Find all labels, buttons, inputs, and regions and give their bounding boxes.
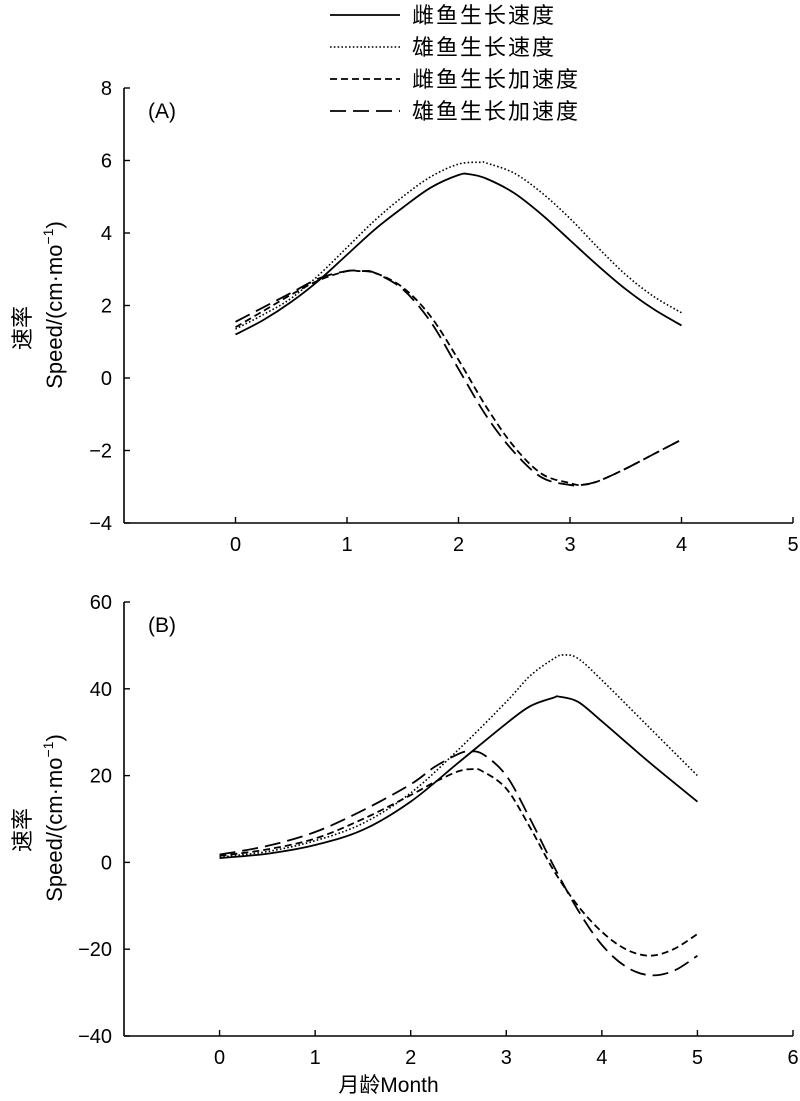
x-tick-label: 2 bbox=[453, 534, 464, 556]
panel-label: (A) bbox=[148, 100, 176, 123]
x-tick-label: 0 bbox=[214, 1047, 225, 1069]
x-tick-label: 5 bbox=[692, 1047, 703, 1069]
series-line-3 bbox=[219, 768, 698, 957]
x-tick-label: 4 bbox=[596, 1047, 607, 1069]
y-axis-label: 速率 Speed/(cm·mo−1) bbox=[10, 734, 67, 902]
series-line-4 bbox=[219, 750, 698, 977]
y-tick-label: 20 bbox=[90, 766, 112, 788]
y-tick-label: 40 bbox=[90, 679, 112, 701]
y-tick-label: 2 bbox=[101, 296, 112, 318]
x-tick-label: 1 bbox=[341, 534, 352, 556]
x-tick-label: 4 bbox=[676, 534, 687, 556]
legend-label: 雄鱼生长速度 bbox=[412, 35, 556, 60]
x-tick-label: 3 bbox=[564, 534, 575, 556]
y-tick-label: 4 bbox=[101, 223, 112, 245]
y-tick-label: 6 bbox=[101, 151, 112, 173]
y-tick-label: 0 bbox=[101, 852, 112, 874]
y-axis-label-cn: 速率 bbox=[10, 306, 35, 350]
y-tick-label: 8 bbox=[101, 78, 112, 100]
series-line-2 bbox=[235, 161, 682, 330]
panel-label: (B) bbox=[148, 614, 176, 637]
x-tick-label: 5 bbox=[787, 534, 798, 556]
y-axis-label: 速率 Speed/(cm·mo−1) bbox=[10, 221, 67, 389]
y-tick-label: 60 bbox=[90, 592, 112, 614]
series-line-2 bbox=[219, 654, 698, 858]
y-tick-label: 0 bbox=[101, 368, 112, 390]
x-axis-label: 月龄Month bbox=[338, 1074, 438, 1097]
y-tick-label: −40 bbox=[78, 1026, 112, 1048]
y-axis-label-en: Speed/(cm·mo−1) bbox=[40, 221, 67, 389]
y-axis-label-cn: 速率 bbox=[10, 808, 35, 852]
x-tick-label: 6 bbox=[787, 1047, 798, 1069]
x-tick-label: 3 bbox=[501, 1047, 512, 1069]
x-tick-label: 2 bbox=[405, 1047, 416, 1069]
series-line-1 bbox=[235, 172, 682, 336]
series-line-1 bbox=[219, 695, 698, 859]
panel-b: −40 −20 0 20 40 60 0 1 2 3 4 5 6 (B) 速率 Speed/(cm·mo−1)… bbox=[10, 592, 799, 1097]
legend-label: 雄鱼生长加速度 bbox=[412, 99, 580, 124]
legend-label: 雌鱼生长速度 bbox=[412, 3, 556, 28]
x-tick-label: 1 bbox=[310, 1047, 321, 1069]
series-line-3 bbox=[235, 269, 682, 486]
y-tick-label: −2 bbox=[89, 441, 112, 463]
y-axis-label-en: Speed/(cm·mo−1) bbox=[40, 734, 67, 902]
y-tick-label: −20 bbox=[78, 939, 112, 961]
legend-label: 雌鱼生长加速度 bbox=[412, 67, 580, 92]
panel-a: −4 −2 0 2 4 6 8 0 1 2 3 4 5 (A) 速率 Speed/(cm·mo−1) bbox=[10, 78, 799, 556]
y-tick-label: −4 bbox=[89, 513, 112, 535]
x-tick-label: 0 bbox=[230, 534, 241, 556]
series-line-4 bbox=[235, 269, 682, 487]
